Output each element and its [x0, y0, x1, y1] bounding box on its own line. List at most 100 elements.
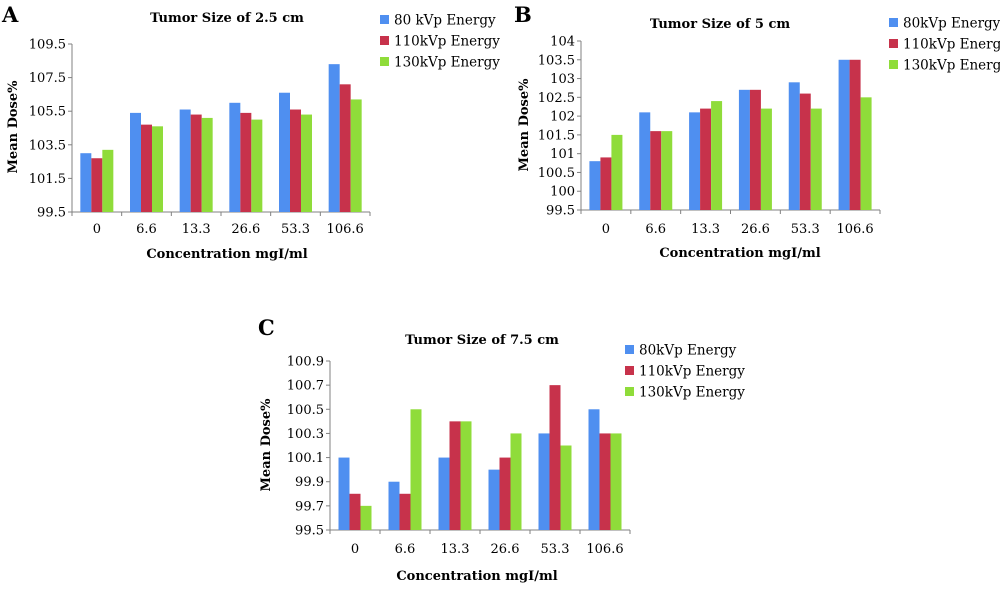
chart-b-xlabel: Concentration mgI/ml: [659, 246, 820, 261]
bar-s80-6.6: [639, 112, 651, 210]
legend-swatch: [380, 57, 389, 66]
x-tick-label: 0: [351, 542, 359, 557]
y-tick-label: 100.3: [287, 427, 324, 442]
bar-s130-106.6: [610, 433, 622, 530]
bar-s110-53.3: [799, 93, 811, 210]
panel-letter-c: C: [258, 315, 275, 340]
bar-s110-13.3: [190, 114, 202, 212]
chart-b-ylabel: Mean Dose%: [517, 78, 532, 172]
y-tick-label: 109.5: [29, 38, 66, 53]
bar-s130-6.6: [661, 131, 673, 210]
x-tick-label: 6.6: [395, 542, 416, 557]
legend-swatch: [625, 345, 634, 354]
chart-c-xlabel: Concentration mgI/ml: [396, 569, 557, 584]
legend-swatch: [380, 36, 389, 45]
bar-s130-6.6: [410, 409, 422, 530]
y-tick-label: 103.5: [29, 138, 66, 153]
legend-label: 110kVp Energy: [903, 37, 1000, 53]
x-tick-label: 26.6: [231, 222, 260, 237]
y-tick-label: 99.5: [546, 204, 575, 219]
bar-s130-6.6: [152, 126, 163, 212]
x-tick-label: 13.3: [441, 542, 470, 557]
bar-s110-6.6: [399, 493, 411, 530]
y-tick-label: 100.9: [287, 355, 324, 370]
bar-s80-6.6: [130, 112, 141, 212]
bar-s80-53.3: [788, 82, 800, 210]
y-tick-label: 100.7: [287, 379, 324, 394]
bar-s130-53.3: [810, 108, 822, 210]
y-tick-label: 99.5: [295, 524, 324, 539]
y-tick-label: 100.1: [287, 451, 324, 466]
x-tick-label: 106.6: [836, 222, 873, 237]
x-tick-label: 106.6: [586, 542, 623, 557]
legend-label: 110kVp Energy: [394, 34, 500, 50]
bar-s110-13.3: [700, 108, 712, 210]
chart-a: A Tumor Size of 2.5 cm Concentration mgI…: [1, 2, 500, 262]
y-tick-label: 102.5: [538, 91, 575, 106]
legend-label: 130kVp Energy: [394, 55, 500, 71]
bar-s80-53.3: [279, 92, 290, 212]
bar-s80-0: [589, 161, 601, 210]
chart-a-ylabel: Mean Dose%: [6, 80, 21, 174]
bar-s110-26.6: [749, 89, 761, 210]
bar-s80-13.3: [689, 112, 701, 210]
bar-s130-26.6: [251, 119, 263, 212]
bar-s80-26.6: [488, 469, 500, 530]
y-tick-label: 99.9: [295, 475, 324, 490]
panel-letter-a: A: [1, 2, 19, 27]
bar-s130-13.3: [711, 101, 723, 210]
bar-s80-0: [80, 153, 92, 212]
bar-s110-26.6: [240, 112, 252, 212]
legend-swatch: [889, 18, 898, 27]
x-tick-label: 13.3: [691, 222, 720, 237]
chart-c-title: Tumor Size of 7.5 cm: [405, 333, 559, 348]
bar-s130-13.3: [460, 421, 472, 530]
bar-s110-0: [349, 493, 361, 530]
bar-s80-6.6: [388, 481, 400, 530]
x-tick-label: 106.6: [327, 222, 364, 237]
bar-s80-26.6: [229, 102, 241, 212]
y-tick-label: 101.5: [538, 128, 575, 143]
bar-s110-6.6: [650, 131, 662, 210]
y-tick-label: 105.5: [29, 105, 66, 120]
legend-label: 130kVp Energy: [903, 58, 1000, 74]
chart-c: C Tumor Size of 7.5 cm Concentration mgI…: [258, 315, 745, 584]
bar-s130-106.6: [860, 97, 872, 210]
x-tick-label: 26.6: [491, 542, 520, 557]
bar-s80-106.6: [838, 59, 850, 211]
bar-s130-13.3: [201, 117, 213, 212]
bar-s130-53.3: [560, 445, 572, 530]
legend-label: 80kVp Energy: [639, 343, 737, 359]
legend-label: 130kVp Energy: [639, 385, 745, 401]
bar-s130-26.6: [510, 433, 522, 530]
y-tick-label: 107.5: [29, 71, 66, 86]
chart-a-title: Tumor Size of 2.5 cm: [150, 11, 304, 26]
y-tick-label: 101.5: [29, 172, 66, 187]
x-tick-label: 6.6: [136, 222, 157, 237]
chart-c-ylabel: Mean Dose%: [259, 398, 274, 492]
legend-label: 80 kVp Energy: [394, 13, 496, 29]
legend-swatch: [380, 15, 389, 24]
bar-s80-13.3: [438, 457, 450, 530]
x-tick-label: 0: [602, 222, 610, 237]
y-tick-label: 99.5: [37, 206, 66, 221]
bar-s110-0: [600, 157, 612, 210]
x-tick-label: 6.6: [645, 222, 666, 237]
bar-s110-13.3: [449, 421, 461, 530]
bar-s130-0: [102, 149, 114, 212]
x-tick-label: 26.6: [741, 222, 770, 237]
bar-s110-6.6: [141, 124, 152, 212]
bar-s80-0: [338, 457, 350, 530]
chart-b-title: Tumor Size of 5 cm: [650, 17, 791, 32]
bar-s80-53.3: [538, 433, 550, 530]
legend-label: 80kVp Energy: [903, 16, 1000, 32]
chart-b-plot: 99.5 100 100.5 101 101.5 102 102.5 103 103.5 104 0…: [538, 16, 1000, 238]
y-tick-label: 100.5: [287, 403, 324, 418]
chart-b: B Tumor Size of 5 cm Concentration mgI/m…: [514, 2, 1000, 261]
bar-s80-13.3: [179, 109, 191, 212]
legend-swatch: [889, 60, 898, 69]
panel-letter-b: B: [514, 2, 532, 27]
y-tick-label: 104: [550, 35, 575, 50]
bar-s130-0: [360, 505, 372, 530]
bar-s80-106.6: [588, 409, 600, 530]
